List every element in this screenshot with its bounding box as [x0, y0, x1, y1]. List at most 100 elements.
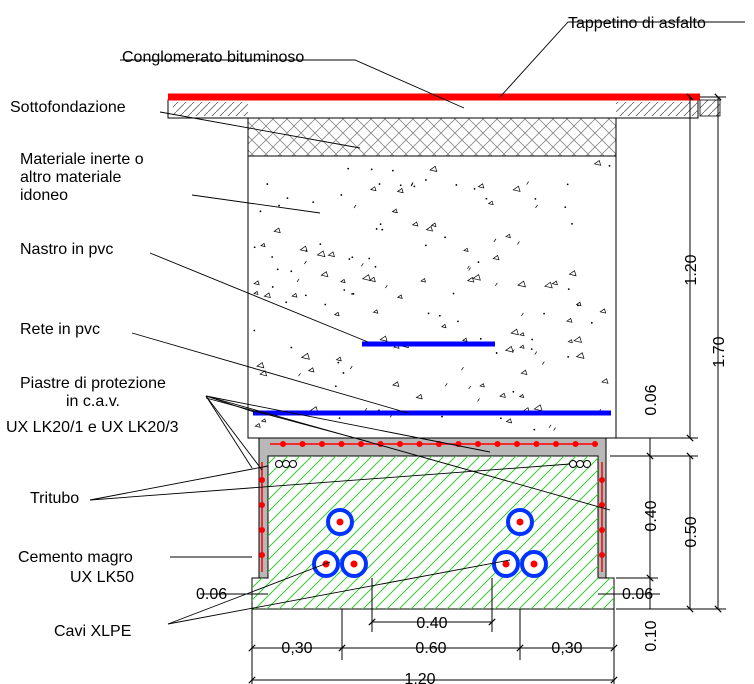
- speckle-dot: [286, 197, 289, 200]
- cable-core: [502, 560, 510, 568]
- speckle-triangle: [543, 281, 553, 289]
- speckle-dot: [512, 390, 515, 393]
- speckle-tick: [542, 361, 545, 365]
- speckle-dot: [312, 201, 315, 203]
- speckle-dot: [608, 164, 611, 167]
- speckle-triangle: [291, 292, 298, 298]
- speckle-dot: [477, 261, 480, 263]
- speckle-dot: [334, 385, 337, 388]
- cemento-hatch: [252, 456, 614, 609]
- cable-core: [530, 560, 538, 568]
- speckle-tick: [548, 424, 552, 429]
- speckle-triangle: [372, 309, 379, 314]
- speckle-dot: [351, 292, 354, 295]
- dimension-texts: 1.20 1.70 0.06 0.40 0.50 0.10 0.06 0.06 …: [196, 254, 728, 684]
- speckle-triangle: [430, 222, 437, 227]
- speckle-dot: [455, 184, 458, 186]
- speckle-triangle: [593, 159, 602, 166]
- speckle-dot: [378, 183, 381, 185]
- speckle-tick: [477, 398, 480, 402]
- speckle-triangle: [492, 254, 500, 261]
- speckle-dot: [370, 168, 373, 171]
- speckle-triangle: [273, 227, 281, 234]
- speckle-tick: [468, 385, 471, 390]
- dim-0-06-right: 0.06: [622, 586, 653, 603]
- speckle-dot: [352, 292, 355, 295]
- road-layers: [167, 93, 721, 119]
- rebar-dots: [259, 441, 605, 572]
- dim-0-30-left: 0,30: [281, 640, 312, 657]
- label-piastre-3: UX LK20/1 e UX LK20/3: [6, 419, 179, 436]
- speckle-triangle: [320, 271, 329, 278]
- speckle-dot: [531, 338, 534, 341]
- speckle-dot: [347, 167, 350, 170]
- tritubo-right: [569, 460, 591, 468]
- cable-core: [516, 518, 524, 526]
- speckle-dot: [290, 270, 293, 273]
- speckle-triangle: [299, 245, 308, 252]
- rebar-dot: [475, 441, 481, 447]
- dim-1-70: 1.70: [711, 336, 728, 367]
- speckle-dot: [368, 257, 371, 260]
- labels: Tappetino di asfalto Conglomerato bitumi…: [6, 15, 706, 640]
- cable-core: [336, 518, 344, 526]
- ground-hatch-right: [699, 99, 721, 117]
- label-piastre-2: in c.a.v.: [66, 393, 120, 410]
- speckle-dot: [285, 301, 288, 304]
- speckle-dot: [452, 292, 455, 295]
- speckle-dot: [253, 246, 256, 249]
- speckle-tick: [349, 365, 353, 370]
- rebar-dot: [319, 441, 325, 447]
- rebar-dot: [259, 477, 265, 483]
- speckle-dot: [337, 361, 340, 364]
- speckle-dot: [374, 265, 377, 268]
- speckle-tick: [410, 182, 414, 187]
- speckle-tick: [304, 260, 307, 265]
- speckle-dot: [276, 268, 279, 271]
- speckle-tick: [467, 265, 470, 269]
- speckle-triangle: [316, 250, 326, 258]
- rebar-dot: [299, 441, 306, 447]
- speckle-dot: [266, 183, 269, 185]
- speckle-triangle: [425, 225, 433, 232]
- speckle-triangle: [505, 418, 513, 424]
- speckle-dot: [278, 204, 281, 207]
- speckle-triangle: [256, 361, 265, 369]
- speckle-dot: [485, 197, 488, 200]
- cable-groups: [312, 508, 548, 578]
- speckle-triangle: [519, 344, 525, 349]
- rebar-dot: [397, 441, 403, 447]
- speckle-tick: [517, 241, 520, 245]
- speckle-dot: [381, 228, 384, 231]
- speckle-triangle: [518, 393, 525, 398]
- dim-1-20-vertical: 1.20: [683, 254, 700, 285]
- speckle-triangle: [361, 274, 371, 282]
- speckle-tick: [535, 204, 538, 209]
- speckle-dot: [375, 228, 378, 230]
- speckle-dot: [427, 312, 430, 315]
- speckle-dot: [567, 355, 570, 358]
- speckle-triangle: [519, 332, 525, 337]
- rebar-dot: [416, 441, 423, 447]
- speckle-triangle: [420, 278, 427, 283]
- fill-material: [247, 155, 617, 439]
- dim-0-50: 0.50: [683, 516, 700, 547]
- dim-0-40-vertical: 0.40: [643, 500, 660, 531]
- speckle-triangle: [392, 381, 400, 387]
- speckle-triangle: [567, 339, 573, 344]
- speckle-tick: [298, 372, 301, 377]
- speckle-triangle: [520, 369, 528, 376]
- speckle-tick: [296, 278, 300, 283]
- speckle-dot: [391, 169, 394, 172]
- rebar-dot: [599, 502, 605, 508]
- speckle-triangle: [472, 274, 481, 281]
- speckle-triangle: [510, 328, 519, 336]
- speckle-dot: [499, 417, 502, 420]
- dim-1-20-horizontal: 1.20: [404, 671, 435, 684]
- speckle-tick: [353, 204, 357, 209]
- speckle-dot: [348, 258, 351, 260]
- speckle-triangle: [263, 292, 271, 299]
- label-materiale-2: altro materiale: [20, 169, 121, 186]
- sottofondazione-layer: [247, 117, 617, 157]
